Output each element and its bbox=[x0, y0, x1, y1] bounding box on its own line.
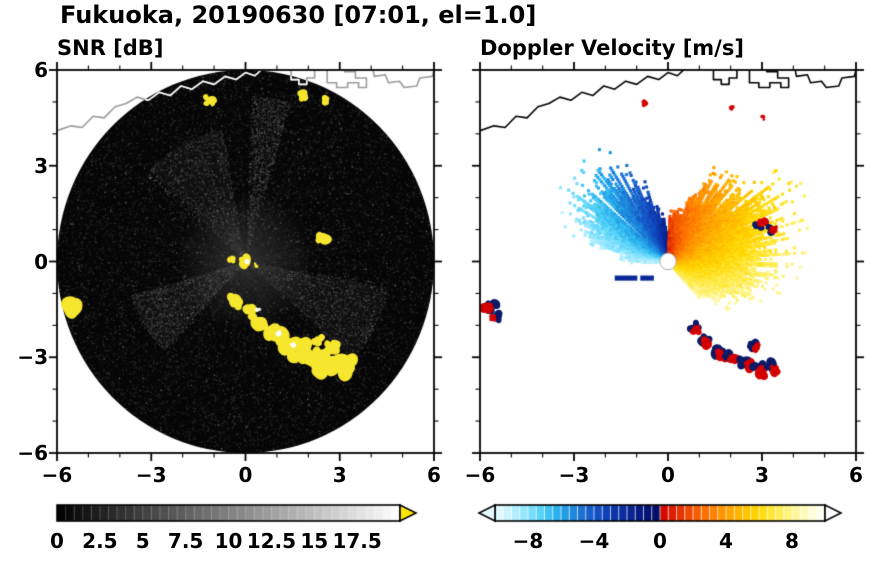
x-tick-label-snr: 0 bbox=[238, 463, 253, 487]
velocity-colorbar-tick-label: −4 bbox=[578, 529, 610, 553]
snr-colorbar-tick-label: 10 bbox=[214, 529, 243, 553]
x-tick-label-velocity: 0 bbox=[661, 463, 675, 487]
figure-title: Fukuoka, 20190630 [07:01, el=1.0] bbox=[60, 1, 537, 29]
snr-colorbar-tick-label: 0 bbox=[50, 529, 64, 553]
snr-colorbar-tick-label: 7.5 bbox=[167, 529, 204, 553]
velocity-colorbar-tick-label: 8 bbox=[785, 529, 799, 553]
y-tick-label: 6 bbox=[34, 58, 48, 82]
snr-colorbar-tick-label: 12.5 bbox=[246, 529, 297, 553]
x-tick-label-velocity: 6 bbox=[849, 463, 863, 487]
snr-colorbar-tick-label: 17.5 bbox=[332, 529, 382, 553]
x-tick-label-snr: −3 bbox=[135, 463, 167, 487]
x-tick-label-velocity: −3 bbox=[558, 463, 590, 487]
panel-title-velocity: Doppler Velocity [m/s] bbox=[480, 36, 744, 60]
y-tick-label: 3 bbox=[34, 153, 48, 178]
y-tick-label: 0 bbox=[34, 249, 48, 274]
snr-colorbar-tick-label: 2.5 bbox=[82, 529, 118, 553]
panel-title-snr: SNR [dB] bbox=[57, 36, 164, 60]
y-tick-label: −6 bbox=[17, 441, 48, 465]
y-tick-label: −3 bbox=[17, 345, 48, 370]
x-tick-label-velocity: −6 bbox=[464, 463, 496, 487]
velocity-colorbar-tick-label: 0 bbox=[653, 529, 667, 553]
x-tick-label-snr: 3 bbox=[332, 463, 347, 487]
velocity-colorbar-tick-label: −8 bbox=[512, 529, 544, 553]
x-tick-label-snr: −6 bbox=[41, 463, 73, 487]
velocity-colorbar-tick-label: 4 bbox=[719, 529, 733, 553]
snr-colorbar-tick-label: 15 bbox=[300, 529, 329, 553]
snr-colorbar-tick-label: 5 bbox=[135, 529, 150, 553]
x-tick-label-snr: 6 bbox=[427, 463, 441, 487]
x-tick-label-velocity: 3 bbox=[755, 463, 769, 487]
